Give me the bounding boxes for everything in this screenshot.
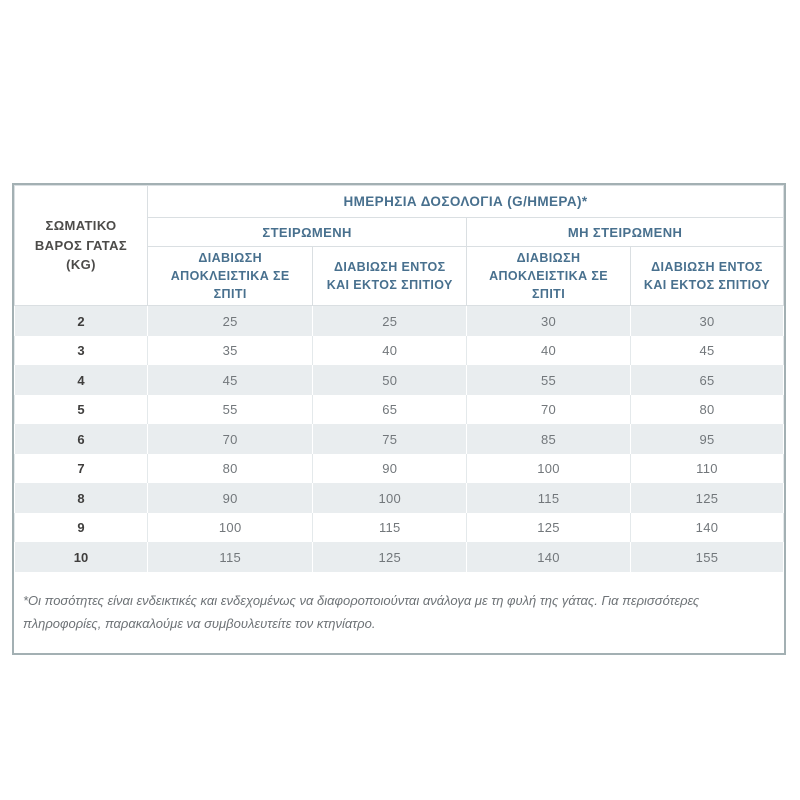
weight-cell: 9: [13, 512, 149, 543]
table-row: 7 80 90 100 110: [13, 453, 785, 484]
weight-cell: 3: [13, 335, 149, 366]
dosage-cell: 80: [629, 394, 785, 425]
table-row: 5 55 65 70 80: [13, 394, 785, 425]
non-sterilized-indoor-header: ΔΙΑΒΙΩΣΗ ΑΠΟΚΛΕΙΣΤΙΚΑ ΣΕ ΣΠΙΤΙ: [466, 245, 631, 307]
footnote: *Οι ποσότητες είναι ενδεικτικές και ενδε…: [14, 571, 784, 653]
dosage-cell: 125: [466, 512, 631, 543]
dosage-cell: 25: [312, 305, 468, 336]
dosage-cell: 115: [466, 483, 631, 513]
weight-cell: 7: [13, 453, 149, 484]
daily-dosage-header: ΗΜΕΡΗΣΙΑ ΔΟΣΟΛΟΓΙΑ (G/ΗΜΕΡΑ)*: [147, 185, 784, 218]
weight-cell: 10: [13, 542, 149, 572]
table-row: 8 90 100 115 125: [13, 483, 785, 513]
table-row: 6 70 75 85 95: [13, 424, 785, 454]
dosage-cell: 65: [312, 394, 468, 425]
dosage-cell: 140: [466, 542, 631, 572]
dosage-cell: 75: [312, 424, 468, 454]
dosage-cell: 70: [466, 394, 631, 425]
dosage-cell: 100: [147, 512, 314, 543]
table-row: 3 35 40 40 45: [13, 335, 785, 366]
dosage-cell: 85: [466, 424, 631, 454]
weight-cell: 8: [13, 483, 149, 513]
dosage-cell: 100: [466, 453, 631, 484]
non-sterilized-indoor-outdoor-header: ΔΙΑΒΙΩΣΗ ΕΝΤΟΣ ΚΑΙ ΕΚΤΟΣ ΣΠΙΤΙΟΥ: [629, 245, 785, 307]
table-row: 2 25 25 30 30: [13, 305, 785, 336]
dosage-cell: 25: [147, 305, 314, 336]
dosage-cell: 80: [147, 453, 314, 484]
dosage-cell: 55: [147, 394, 314, 425]
dosage-cell: 45: [147, 365, 314, 395]
table-row: 9 100 115 125 140: [13, 512, 785, 543]
dosage-cell: 55: [466, 365, 631, 395]
dosage-cell: 30: [466, 305, 631, 336]
dosage-cell: 125: [312, 542, 468, 572]
weight-cell: 5: [13, 394, 149, 425]
dosage-cell: 30: [629, 305, 785, 336]
sterilized-indoor-header: ΔΙΑΒΙΩΣΗ ΑΠΟΚΛΕΙΣΤΙΚΑ ΣΕ ΣΠΙΤΙ: [147, 245, 314, 307]
weight-cell: 4: [13, 365, 149, 395]
dosage-cell: 110: [629, 453, 785, 484]
dosage-cell: 65: [629, 365, 785, 395]
dosage-table: ΣΩΜΑΤΙΚΟ ΒΑΡΟΣ ΓΑΤΑΣ (KG) ΗΜΕΡΗΣΙΑ ΔΟΣΟΛ…: [12, 183, 786, 655]
dosage-table-grid: ΣΩΜΑΤΙΚΟ ΒΑΡΟΣ ΓΑΤΑΣ (KG) ΗΜΕΡΗΣΙΑ ΔΟΣΟΛ…: [13, 184, 785, 572]
weight-cell: 6: [13, 424, 149, 454]
dosage-table-body: 2 25 25 30 30 3 35 40 40 45 4 45 50 55 65 5 55 65 70 80 6 70 7…: [13, 305, 785, 572]
dosage-cell: 100: [312, 483, 468, 513]
footnote-text: *Οι ποσότητες είναι ενδεικτικές και ενδε…: [23, 592, 700, 632]
dosage-cell: 90: [147, 483, 314, 513]
dosage-cell: 115: [312, 512, 468, 543]
dosage-cell: 45: [629, 335, 785, 366]
table-row: 10 115 125 140 155: [13, 542, 785, 572]
table-row: 4 45 50 55 65: [13, 365, 785, 395]
sterilized-group-header: ΣΤΕΙΡΩΜΕΝΗ: [147, 217, 468, 247]
dosage-cell: 155: [629, 542, 785, 572]
dosage-cell: 35: [147, 335, 314, 366]
dosage-cell: 95: [629, 424, 785, 454]
weight-cell: 2: [13, 305, 149, 336]
dosage-cell: 140: [629, 512, 785, 543]
dosage-cell: 40: [312, 335, 468, 366]
dosage-cell: 50: [312, 365, 468, 395]
weight-column-header: ΣΩΜΑΤΙΚΟ ΒΑΡΟΣ ΓΑΤΑΣ (KG): [13, 184, 149, 307]
sterilized-indoor-outdoor-header: ΔΙΑΒΙΩΣΗ ΕΝΤΟΣ ΚΑΙ ΕΚΤΟΣ ΣΠΙΤΙΟΥ: [312, 245, 468, 307]
dosage-cell: 70: [147, 424, 314, 454]
dosage-cell: 90: [312, 453, 468, 484]
dosage-cell: 115: [147, 542, 314, 572]
dosage-cell: 125: [629, 483, 785, 513]
dosage-cell: 40: [466, 335, 631, 366]
non-sterilized-group-header: ΜΗ ΣΤΕΙΡΩΜΕΝΗ: [466, 217, 784, 247]
